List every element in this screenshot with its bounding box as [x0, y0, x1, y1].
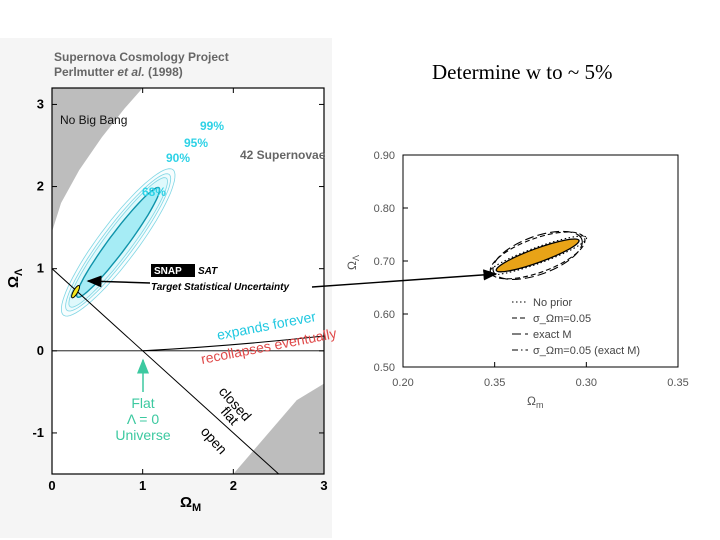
- legend-42-supernovae: 42 Supernovae: [240, 148, 326, 162]
- left-ytick-label: -1: [32, 425, 44, 440]
- slide-title: Determine w to ~ 5%: [432, 60, 613, 84]
- right-ytick-label: 0.60: [374, 309, 395, 321]
- left-chart-subtitle: Perlmutter et al. (1998): [54, 65, 183, 79]
- snap-logo: SNAP SAT: [151, 264, 218, 277]
- left-xtick-label: 1: [139, 478, 146, 493]
- right-ellipses: [488, 230, 588, 280]
- connector-arrow: [311, 269, 498, 288]
- svg-text:SNAP: SNAP: [154, 266, 182, 277]
- contour-label-95: 95%: [184, 136, 208, 150]
- left-xtick-label: 2: [230, 478, 237, 493]
- right-ytick-label: 0.90: [374, 150, 395, 162]
- contour-label-90: 90%: [166, 151, 190, 165]
- flat-line: [52, 268, 280, 474]
- snap-caption: Target Statistical Uncertainty: [151, 282, 289, 293]
- no-big-bang-region: [52, 88, 143, 232]
- left-ytick-label: 0: [37, 343, 44, 358]
- left-ytick-label: 1: [37, 261, 44, 276]
- right-xlabel: Ωm: [527, 394, 543, 410]
- flat-universe-line1: Flat: [131, 395, 154, 411]
- left-ytick-label: 2: [37, 179, 44, 194]
- right-xtick-label: 0.35: [484, 377, 505, 389]
- snap-contour: [71, 285, 81, 299]
- left-ylabel: ΩΛ: [5, 268, 25, 288]
- legend-label: exact M: [533, 329, 572, 341]
- right-axis-ticks: 0.20 0.35 0.30 0.35 0.90 0.80 0.70 0.60 0.50: [374, 150, 689, 389]
- right-xtick-label: 0.20: [392, 377, 413, 389]
- left-chart-title: Supernova Cosmology Project: [54, 50, 229, 64]
- right-ytick-label: 0.50: [374, 362, 395, 374]
- ellipse-dotted: [488, 235, 588, 276]
- svg-text:SAT: SAT: [198, 266, 218, 277]
- right-chart: 0.20 0.35 0.30 0.350.900.800.700.600.50 ΩΛ …: [345, 150, 689, 410]
- left-axis-ticks: 0 1 2 3 -1 0 1 2 3: [32, 88, 328, 493]
- contour-label-68: 68%: [142, 185, 166, 199]
- expand-recollapse-line: [142, 335, 324, 352]
- no-big-bang-label: No Big Bang: [60, 113, 127, 127]
- snap-ellipse: [71, 285, 81, 299]
- contour-label-99: 99%: [200, 119, 224, 133]
- legend-label: No prior: [533, 297, 572, 309]
- left-xlabel: ΩM: [180, 494, 201, 514]
- left-ytick-label: 3: [37, 96, 44, 111]
- left-xtick-label: 3: [320, 478, 327, 493]
- left-xtick-label: 0: [48, 478, 55, 493]
- left-plot-frame: [51, 87, 325, 475]
- right-ytick-label: 0.70: [374, 256, 395, 268]
- flat-universe-line3: Universe: [115, 427, 170, 443]
- right-xtick-label: 0.35: [667, 377, 688, 389]
- legend-label: σ_Ωm=0.05 (exact M): [533, 345, 640, 357]
- reference-lines: [52, 268, 324, 474]
- shaded-regions: [52, 88, 324, 474]
- bounce-region: [233, 383, 324, 474]
- snap-caption-arrow: [86, 275, 151, 288]
- right-ylabel: ΩΛ: [345, 255, 361, 270]
- right-xtick-label: 0.30: [576, 377, 597, 389]
- left-chart: Supernova Cosmology Project Perlmutter e…: [5, 50, 338, 514]
- legend-label: σ_Ωm=0.05: [533, 313, 591, 325]
- contour-68: [75, 186, 161, 299]
- right-ytick-label: 0.80: [374, 203, 395, 215]
- flat-universe-line2: Λ = 0: [127, 411, 160, 427]
